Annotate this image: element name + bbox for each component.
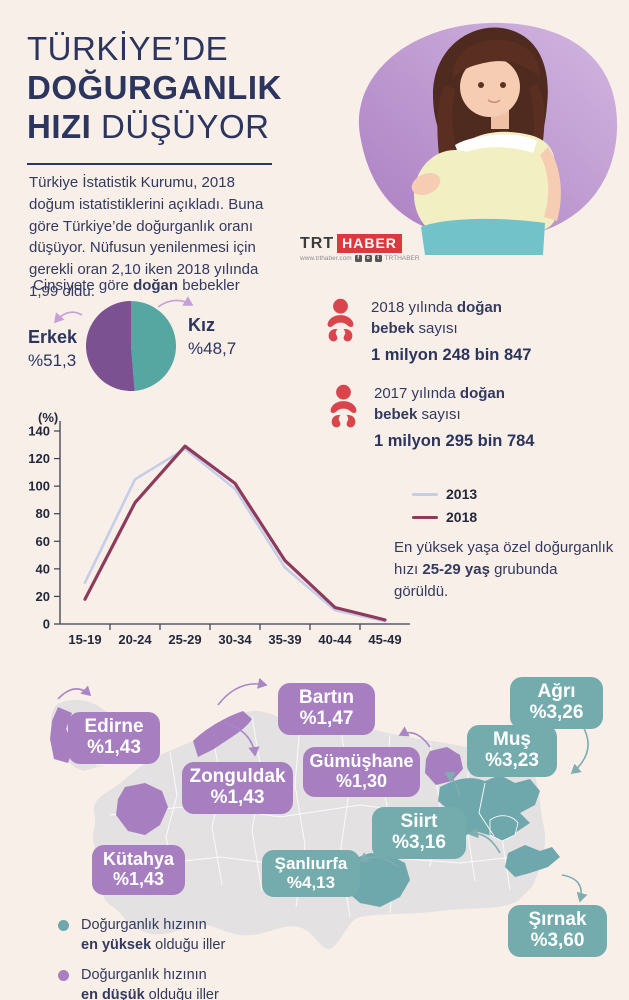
baby-icon: [330, 384, 357, 428]
series-2013-line: [83, 447, 387, 623]
map-label-mus: Muş %3,23: [467, 725, 557, 777]
legend-label-2018: 2018: [446, 509, 478, 525]
title-line3-bold: HIZI: [27, 107, 92, 145]
series-2018-line: [83, 444, 387, 622]
chart-legend: 2013 2018: [412, 486, 477, 532]
map-arrows: [57, 677, 589, 903]
svg-text:15-19: 15-19: [68, 632, 101, 647]
chart-note: En yüksek yaşa özel doğurganlık hızı 25-…: [394, 539, 614, 600]
lowest-dot-icon: [58, 970, 69, 982]
province-sirnak: [505, 845, 560, 877]
woman-figure: [411, 27, 561, 255]
highest-dot-icon: [58, 920, 69, 931]
map-legend-lowest: Doğurganlık hızının en düşük olduğu iller: [58, 966, 225, 1000]
svg-text:45-49: 45-49: [368, 632, 401, 647]
svg-text:100: 100: [28, 479, 50, 494]
province-zonguldak-bartin: [193, 711, 252, 757]
svg-text:(%): (%): [38, 410, 58, 425]
svg-text:80: 80: [36, 506, 50, 521]
title-line3-rest: DÜŞÜYOR: [91, 107, 270, 145]
map-label-sirnak: Şırnak %3,60: [508, 905, 607, 957]
map-label-bartin: Bartın %1,47: [278, 683, 375, 735]
birth-stat-2017-caption: 2017 yılında doğan bebek sayısı: [374, 385, 505, 423]
gender-section-heading: Cinsiyete göre doğan bebekler: [33, 277, 240, 294]
legend-swatch-2018: [412, 515, 438, 519]
birth-stat-2017: 2017 yılında doğan bebek sayısı 1 milyon…: [325, 383, 575, 451]
svg-text:25-29: 25-29: [168, 632, 201, 647]
map-label-sanliurfa: Şanlıurfa %4,13: [262, 850, 360, 898]
province-kutahya: [116, 783, 168, 835]
map-label-kutahya: Kütahya %1,43: [92, 845, 185, 895]
map-label-gumushane: Gümüşhane %1,30: [303, 747, 420, 797]
svg-text:60: 60: [36, 534, 50, 549]
brand-logo: TRT HABER www.trthaber.com f o t TRTHABE…: [300, 234, 420, 262]
pregnant-woman-svg: [358, 22, 618, 255]
page-title: TÜRKİYE’DE DOĞURGANLIK HIZI DÜŞÜYOR: [27, 30, 282, 147]
legend-label-2013: 2013: [446, 486, 478, 502]
svg-text:40: 40: [36, 561, 50, 576]
map-label-edirne: Edirne %1,43: [68, 712, 160, 764]
instagram-icon: o: [364, 255, 372, 262]
title-line1: TÜRKİYE’DE: [27, 30, 229, 67]
province-siirt: [489, 815, 519, 842]
pregnant-woman-illustration: [305, 5, 629, 257]
twitter-icon: t: [374, 255, 382, 262]
map-label-agri: Ağrı %3,26: [510, 677, 603, 729]
title-line2: DOĞURGANLIK: [27, 68, 282, 106]
pie-label-male: Erkek %51,3: [28, 327, 78, 370]
brand-website: www.trthaber.com: [300, 255, 352, 262]
map-label-zonguldak: Zonguldak %1,43: [182, 762, 293, 814]
birth-stat-2018: 2018 yılında doğan bebek sayısı 1 milyon…: [322, 297, 572, 365]
map-legend: Doğurganlık hızının en yüksek olduğu ille…: [58, 916, 225, 1000]
baby-icon: [327, 298, 354, 342]
pie-slice-Erkek: [85, 301, 135, 391]
svg-text:35-39: 35-39: [268, 632, 301, 647]
intro-paragraph: Türkiye İstatistik Kurumu, 2018 doğum is…: [29, 174, 264, 300]
svg-text:140: 140: [28, 424, 50, 439]
pie-label-female: Kız %48,7: [188, 315, 237, 358]
title-divider: [27, 163, 272, 165]
svg-text:20: 20: [36, 589, 50, 604]
facebook-icon: f: [354, 255, 362, 262]
legend-swatch-2013: [412, 492, 438, 496]
birth-stat-2018-caption: 2018 yılında doğan bebek sayısı: [371, 299, 502, 337]
svg-text:40-44: 40-44: [318, 632, 352, 647]
birth-stat-2018-value: 1 milyon 248 bin 847: [371, 346, 532, 364]
map-legend-highest: Doğurganlık hızının en yüksek olduğu ille…: [58, 916, 225, 955]
pie-slice-Kız: [131, 301, 176, 391]
gender-pie-chart: [85, 300, 177, 392]
svg-text:30-34: 30-34: [218, 632, 252, 647]
haber-logo-box: HABER: [337, 234, 402, 253]
turkey-map: Edirne %1,43 Bartın %1,47 Zonguldak %1,43 G…: [0, 655, 629, 1000]
pie-arrows: [53, 296, 194, 324]
svg-text:0: 0: [43, 617, 50, 632]
trt-logo-text: TRT: [300, 234, 335, 252]
brand-social-handle: TRTHABER: [384, 255, 420, 262]
svg-text:20-24: 20-24: [118, 632, 152, 647]
map-label-siirt: Siirt %3,16: [372, 807, 466, 859]
fertility-line-chart: (%) 0 20 40 60 80 100 120 140 15-19 20-24 25-29 30-3…: [14, 406, 426, 654]
svg-text:120: 120: [28, 451, 50, 466]
birth-stat-2017-value: 1 milyon 295 bin 784: [374, 432, 535, 450]
